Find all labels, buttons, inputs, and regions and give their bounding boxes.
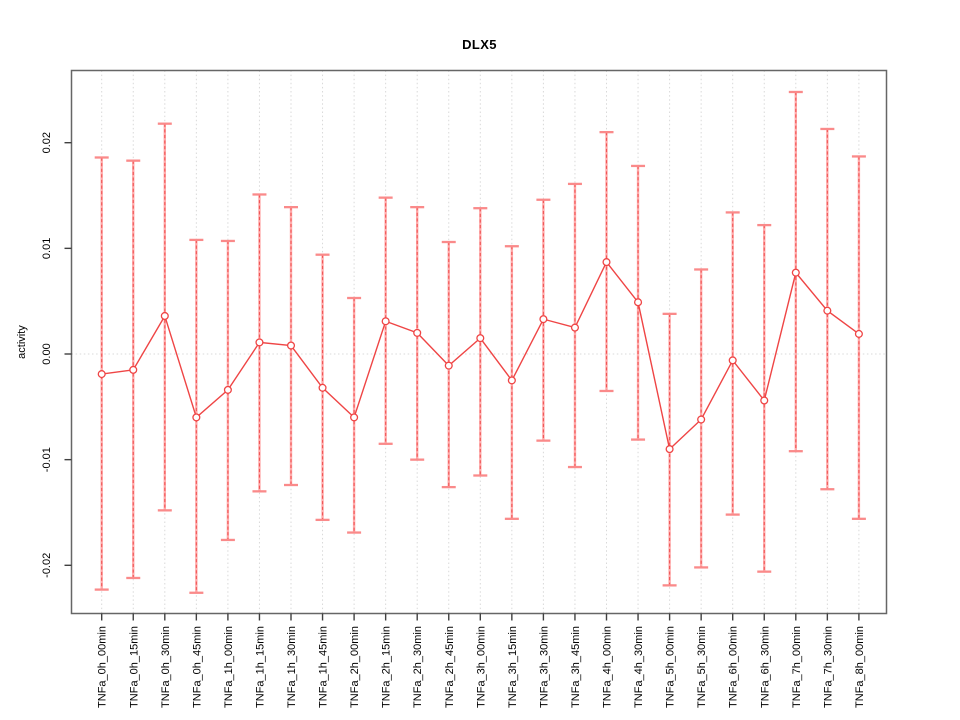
data-point-marker: [570, 323, 579, 332]
data-point-marker: [791, 268, 800, 277]
y-tick-label: 0.00: [41, 343, 53, 364]
x-tick-label: TNFa_0h_45min: [191, 626, 203, 708]
x-tick-label: TNFa_3h_15min: [507, 626, 519, 708]
x-tick-label: TNFa_0h_00min: [97, 626, 109, 708]
x-tick-label: TNFa_1h_30min: [286, 626, 298, 708]
x-tick-label: TNFa_2h_00min: [349, 626, 361, 708]
y-tick-label: 0.02: [41, 132, 53, 153]
x-tick-label: TNFa_2h_45min: [444, 626, 456, 708]
data-point-marker: [223, 385, 232, 394]
data-point-marker: [823, 306, 832, 315]
y-tick-label: 0.01: [41, 238, 53, 259]
data-point-marker: [444, 361, 453, 370]
data-point-marker: [760, 396, 769, 405]
data-point-marker: [350, 413, 359, 422]
data-point-marker: [381, 317, 390, 326]
x-tick-label: TNFa_8h_00min: [854, 626, 866, 708]
data-point-marker: [539, 315, 548, 324]
x-tick-label: TNFa_0h_15min: [128, 626, 140, 708]
data-point-marker: [728, 356, 737, 365]
chart-title: DLX5: [462, 37, 497, 52]
data-point-marker: [476, 334, 485, 343]
x-tick-label: TNFa_2h_30min: [412, 626, 424, 708]
x-tick-label: TNFa_6h_30min: [759, 626, 771, 708]
data-point-marker: [255, 338, 264, 347]
x-tick-label: TNFa_5h_30min: [696, 626, 708, 708]
data-point-marker: [129, 365, 138, 374]
x-tick-label: TNFa_1h_15min: [254, 626, 266, 708]
data-point-marker: [665, 445, 674, 454]
data-point-marker: [633, 298, 643, 307]
data-point-marker: [602, 258, 611, 267]
data-point-marker: [413, 328, 422, 337]
x-tick-label: TNFa_0h_30min: [160, 626, 172, 708]
x-tick-label: TNFa_4h_30min: [633, 626, 645, 708]
data-point-marker: [97, 370, 106, 379]
plot-box: [70, 69, 888, 615]
data-point-marker: [854, 329, 863, 338]
x-tick-label: TNFa_1h_45min: [318, 626, 330, 708]
x-tick-label: TNFa_2h_15min: [381, 626, 393, 708]
data-point-marker: [318, 383, 327, 392]
x-tick-label: TNFa_7h_00min: [791, 626, 803, 708]
x-tick-label: TNFa_6h_00min: [728, 626, 740, 708]
data-point-marker: [286, 341, 296, 350]
x-tick-label: TNFa_3h_45min: [570, 626, 582, 708]
data-point-marker: [507, 376, 516, 385]
x-tick-label: TNFa_4h_00min: [602, 626, 614, 708]
x-tick-label: TNFa_3h_00min: [475, 626, 487, 708]
x-tick-label: TNFa_5h_00min: [665, 626, 677, 708]
y-axis-title: activity: [16, 325, 28, 359]
data-point-marker: [160, 311, 169, 321]
data-point-marker: [192, 413, 201, 422]
y-tick-label: -0.02: [41, 553, 53, 578]
data-point-marker: [697, 415, 706, 424]
x-tick-label: TNFa_1h_00min: [223, 626, 235, 708]
x-tick-label: TNFa_3h_30min: [538, 626, 550, 708]
x-tick-label: TNFa_7h_30min: [822, 626, 834, 708]
y-tick-label: -0.01: [41, 447, 53, 472]
